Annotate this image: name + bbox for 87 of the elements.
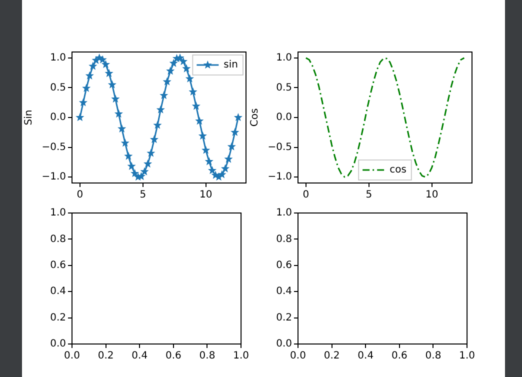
point [104, 68, 114, 78]
y-tick-label: 0.5 [276, 82, 292, 94]
point [76, 113, 84, 122]
y-tick-label: −1.0 [268, 172, 292, 183]
point [169, 58, 178, 67]
y-tick-label: 0.2 [276, 312, 292, 324]
point [195, 116, 204, 125]
point [185, 74, 194, 82]
point [124, 152, 133, 160]
point [153, 120, 162, 129]
point [144, 159, 152, 168]
y-tick-label: 1.0 [50, 208, 66, 219]
point [82, 84, 91, 92]
point [218, 170, 226, 178]
point [101, 60, 110, 68]
y-tick-label: −1.0 [42, 172, 66, 183]
point [208, 166, 217, 174]
point [202, 146, 210, 154]
y-tick-label: 0.0 [50, 112, 66, 124]
point [204, 157, 214, 166]
point [234, 113, 242, 122]
y-tick-label: −0.5 [268, 142, 292, 153]
point [140, 167, 149, 176]
x-tick-label: 10 [425, 190, 438, 201]
x-tick-label: 0.8 [425, 350, 442, 362]
y-tick-label: 0.4 [50, 286, 66, 298]
point [120, 138, 130, 147]
point [108, 80, 116, 88]
x-tick-label: 1.0 [459, 350, 475, 362]
point [182, 64, 191, 72]
point [188, 87, 198, 96]
x-tick-label: 5 [366, 190, 372, 201]
point [162, 77, 172, 86]
x-tick-label: 0.0 [64, 350, 80, 362]
point [156, 105, 165, 114]
x-tick-label: 10 [199, 190, 212, 201]
y-tick-label: 0.5 [50, 82, 66, 94]
point [227, 142, 236, 150]
x-tick-label: 0 [302, 190, 310, 201]
legend-label: cos [390, 164, 406, 176]
y-tick-label: 1.0 [276, 52, 292, 64]
point [198, 131, 207, 140]
point [192, 102, 200, 110]
y-axis-title: Cos [250, 108, 261, 127]
y-tick-label: 0.8 [276, 234, 292, 245]
point [176, 53, 184, 62]
point [78, 98, 88, 106]
point [114, 109, 123, 118]
y-tick-label: 0.6 [276, 260, 292, 271]
x-tick-label: 0.6 [165, 350, 182, 362]
point [146, 148, 156, 157]
x-tick-label: 0.8 [199, 350, 216, 362]
x-tick-label: 0.4 [358, 350, 374, 362]
y-tick-label: 0.0 [276, 338, 292, 350]
y-tick-label: 0.2 [50, 312, 66, 324]
point [179, 57, 188, 66]
point [224, 154, 233, 163]
point [88, 62, 98, 70]
x-tick-label: 0.0 [290, 350, 306, 362]
y-axis-title: Sin [24, 110, 35, 126]
legend-label: sin [224, 60, 238, 71]
x-tick-label: 0.2 [98, 350, 114, 362]
point [220, 164, 230, 172]
point [166, 66, 175, 75]
line-series [305, 57, 465, 178]
x-tick-label: 5 [140, 190, 146, 201]
point [230, 128, 240, 136]
x-tick-label: 0.6 [391, 350, 408, 362]
point [111, 94, 120, 103]
point [118, 124, 126, 132]
y-tick-label: 1.0 [276, 208, 292, 219]
point [127, 162, 136, 170]
y-tick-label: −0.5 [42, 142, 66, 153]
x-tick-label: 0 [76, 190, 84, 201]
y-tick-label: 0.4 [276, 286, 292, 298]
y-tick-label: 0.6 [50, 260, 66, 271]
x-tick-label: 0.2 [324, 350, 340, 362]
y-tick-label: 0.0 [50, 338, 66, 350]
y-tick-label: 0.8 [50, 234, 66, 245]
x-tick-label: 0.4 [132, 350, 148, 362]
y-tick-label: 0.0 [276, 112, 292, 124]
y-tick-label: 1.0 [50, 52, 66, 64]
point [85, 71, 94, 80]
point [150, 135, 158, 144]
point [130, 168, 140, 178]
point [160, 90, 168, 100]
x-tick-label: 1.0 [233, 350, 249, 362]
